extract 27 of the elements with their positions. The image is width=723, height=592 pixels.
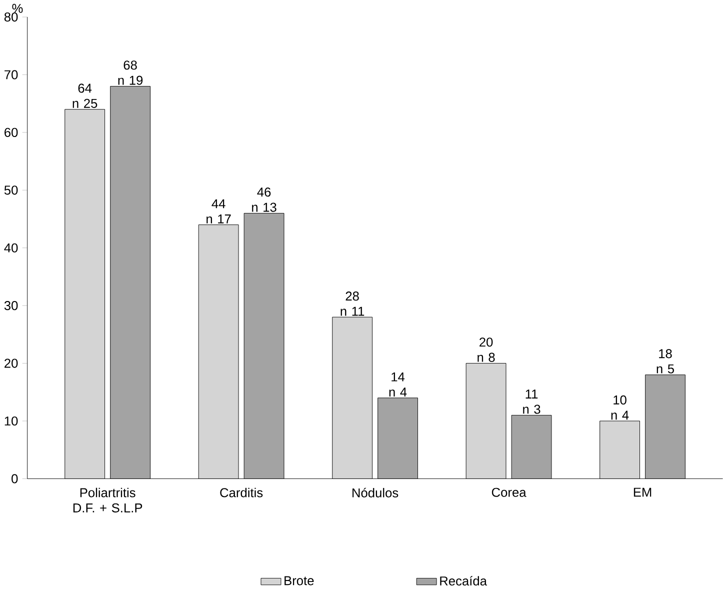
legend-label: Recaída bbox=[440, 576, 487, 586]
data-label: 18 n 5 bbox=[656, 349, 674, 374]
data-label: 20 n 8 bbox=[478, 338, 495, 362]
y-tick-label: 60 bbox=[4, 128, 18, 138]
y-tick-label: 20 bbox=[4, 358, 18, 368]
y-tick-label: 40 bbox=[4, 243, 18, 252]
y-tick-label: 50 bbox=[4, 186, 18, 195]
y-tick-label: 30 bbox=[4, 301, 18, 310]
y-tick-label: 80 bbox=[4, 12, 18, 22]
data-label: 46 n 13 bbox=[252, 188, 276, 212]
data-label: 68 n 19 bbox=[118, 60, 143, 85]
y-tick-label: 10 bbox=[4, 416, 18, 426]
x-tick-label: EM bbox=[634, 488, 652, 497]
data-label: 11 n 3 bbox=[523, 390, 540, 414]
legend-label: Brote bbox=[284, 576, 314, 586]
data-label: 28 n 11 bbox=[340, 292, 364, 316]
data-label: 10 n 4 bbox=[611, 396, 629, 420]
data-label: 14 n 4 bbox=[389, 372, 407, 397]
x-tick-label: Corea bbox=[492, 488, 526, 497]
x-tick-label: Poliartritis D.F. + S.L.P bbox=[73, 488, 142, 513]
y-axis-title: % bbox=[12, 4, 23, 13]
x-tick-label: Nódulos bbox=[352, 488, 398, 498]
y-tick-label: 70 bbox=[4, 70, 18, 80]
data-label: 64 n 25 bbox=[72, 84, 98, 108]
y-tick-label: 0 bbox=[12, 474, 18, 484]
data-label: 44 n 17 bbox=[206, 199, 231, 224]
x-tick-label: Carditis bbox=[220, 488, 263, 498]
